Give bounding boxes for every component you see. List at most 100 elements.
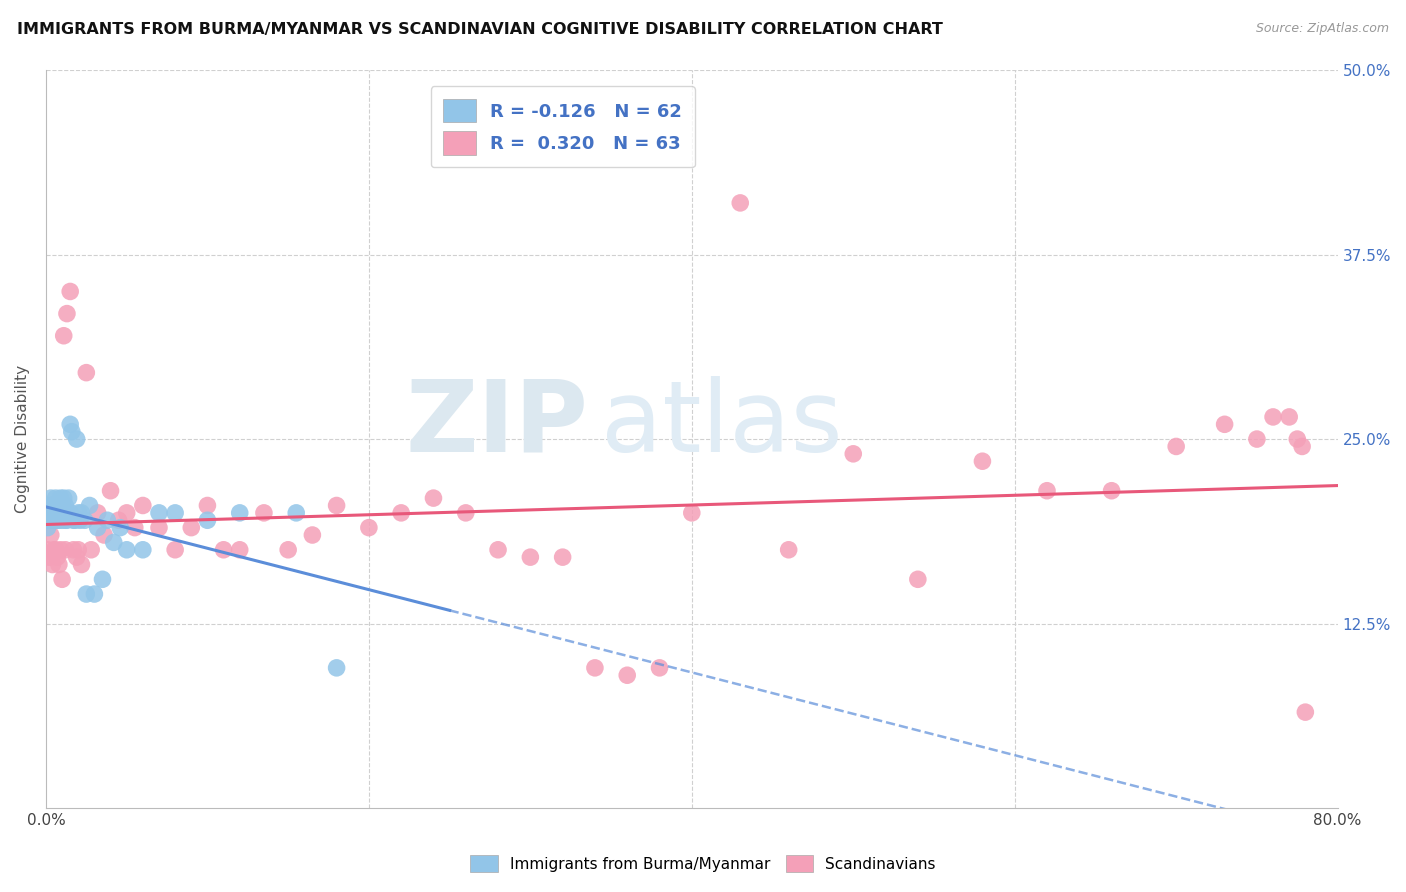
Point <box>551 550 574 565</box>
Point <box>148 521 170 535</box>
Point <box>56 506 79 520</box>
Point <box>253 506 276 520</box>
Point <box>197 499 219 513</box>
Legend: Immigrants from Burma/Myanmar, Scandinavians: Immigrants from Burma/Myanmar, Scandinav… <box>463 847 943 880</box>
Point <box>165 542 187 557</box>
Point <box>62 513 84 527</box>
Point <box>301 528 323 542</box>
Text: atlas: atlas <box>602 376 844 473</box>
Point <box>41 499 63 513</box>
Point <box>1101 483 1123 498</box>
Point <box>52 491 75 505</box>
Point <box>62 542 84 557</box>
Point <box>42 542 65 557</box>
Point <box>1213 417 1236 432</box>
Point <box>41 558 63 572</box>
Point <box>96 513 118 527</box>
Point <box>49 491 72 505</box>
Point <box>46 499 69 513</box>
Point <box>100 483 122 498</box>
Point <box>37 506 59 520</box>
Point <box>70 558 93 572</box>
Point <box>39 491 62 505</box>
Point <box>1278 409 1301 424</box>
Point <box>91 572 114 586</box>
Text: IMMIGRANTS FROM BURMA/MYANMAR VS SCANDINAVIAN COGNITIVE DISABILITY CORRELATION C: IMMIGRANTS FROM BURMA/MYANMAR VS SCANDIN… <box>17 22 943 37</box>
Point <box>39 513 62 527</box>
Point <box>616 668 638 682</box>
Point <box>124 521 146 535</box>
Point <box>52 328 75 343</box>
Legend: R = -0.126   N = 62, R =  0.320   N = 63: R = -0.126 N = 62, R = 0.320 N = 63 <box>430 87 695 167</box>
Point <box>1291 440 1313 454</box>
Point <box>63 513 86 527</box>
Point <box>39 506 62 520</box>
Point <box>48 499 70 513</box>
Point <box>60 425 83 439</box>
Point <box>35 499 58 513</box>
Point <box>38 513 60 527</box>
Point <box>51 572 73 586</box>
Point <box>41 513 63 527</box>
Point <box>45 499 67 513</box>
Point <box>67 506 90 520</box>
Point <box>42 499 65 513</box>
Point <box>148 506 170 520</box>
Text: ZIP: ZIP <box>405 376 589 473</box>
Point <box>115 506 138 520</box>
Point <box>51 506 73 520</box>
Point <box>197 513 219 527</box>
Point <box>37 542 59 557</box>
Point <box>357 521 380 535</box>
Y-axis label: Cognitive Disability: Cognitive Disability <box>15 365 30 513</box>
Point <box>648 661 671 675</box>
Point <box>46 513 69 527</box>
Point <box>103 535 125 549</box>
Point <box>778 542 800 557</box>
Point <box>972 454 994 468</box>
Point <box>59 506 82 520</box>
Point <box>1166 440 1188 454</box>
Point <box>1294 705 1316 719</box>
Point <box>325 661 347 675</box>
Point <box>1286 432 1309 446</box>
Point <box>41 499 63 513</box>
Point <box>46 506 69 520</box>
Point <box>277 542 299 557</box>
Point <box>45 491 67 505</box>
Point <box>59 285 82 299</box>
Point <box>48 558 70 572</box>
Point <box>38 550 60 565</box>
Point <box>53 513 76 527</box>
Point <box>93 528 115 542</box>
Point <box>132 542 155 557</box>
Point <box>1261 409 1284 424</box>
Point <box>80 542 103 557</box>
Point <box>519 550 541 565</box>
Point <box>422 491 444 505</box>
Point <box>46 550 69 565</box>
Point <box>212 542 235 557</box>
Point <box>69 513 91 527</box>
Text: Source: ZipAtlas.com: Source: ZipAtlas.com <box>1256 22 1389 36</box>
Point <box>59 417 82 432</box>
Point <box>325 499 347 513</box>
Point <box>67 542 90 557</box>
Point <box>728 195 751 210</box>
Point <box>1036 483 1059 498</box>
Point <box>107 513 129 527</box>
Point <box>45 542 67 557</box>
Point <box>52 506 75 520</box>
Point <box>41 506 63 520</box>
Point <box>48 513 70 527</box>
Point <box>56 307 79 321</box>
Point <box>75 366 97 380</box>
Point <box>583 661 606 675</box>
Point <box>73 513 96 527</box>
Point <box>38 506 60 520</box>
Point <box>53 499 76 513</box>
Point <box>75 587 97 601</box>
Point <box>842 447 865 461</box>
Point <box>115 542 138 557</box>
Point <box>454 506 477 520</box>
